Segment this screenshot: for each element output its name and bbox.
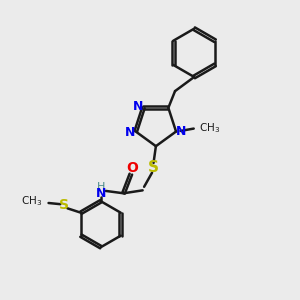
Text: N: N (133, 100, 143, 113)
Text: S: S (147, 160, 158, 175)
Text: N: N (96, 188, 106, 200)
Text: CH$_3$: CH$_3$ (199, 122, 220, 136)
Text: CH$_3$: CH$_3$ (21, 194, 43, 208)
Text: O: O (126, 161, 138, 175)
Text: N: N (176, 125, 187, 138)
Text: S: S (59, 198, 69, 212)
Text: H: H (97, 182, 105, 192)
Text: N: N (125, 127, 136, 140)
